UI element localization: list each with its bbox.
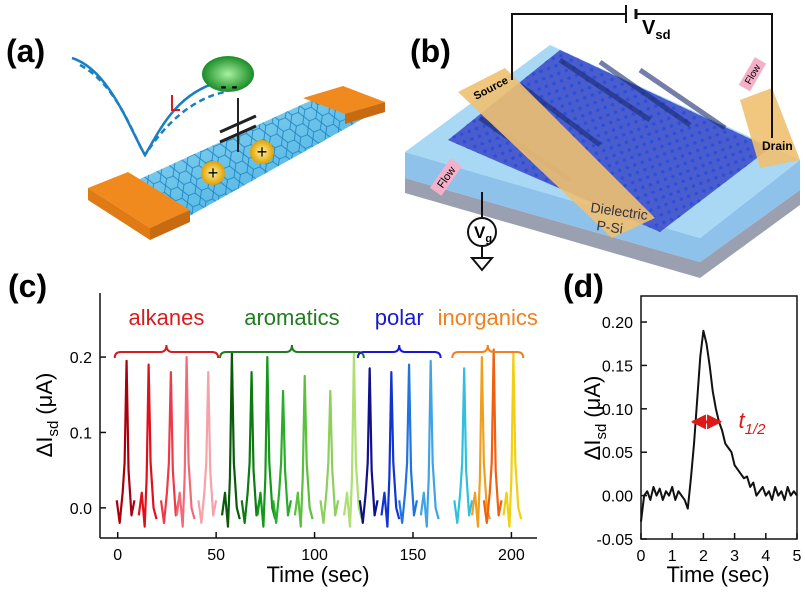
- annotation: t1/2: [739, 408, 767, 438]
- group-label: polar: [375, 305, 424, 330]
- x-axis-label: Time (sec): [266, 562, 369, 587]
- y-label-main: ΔI: [580, 440, 605, 461]
- group-bracket: [220, 345, 364, 358]
- y-label-sub: sd: [593, 424, 610, 440]
- data-line: [117, 361, 135, 523]
- data-line: [641, 331, 797, 522]
- charge-sign: +: [257, 142, 268, 162]
- vg-main: V: [474, 223, 486, 242]
- data-line: [177, 357, 195, 527]
- group-label: alkanes: [129, 305, 205, 330]
- data-line: [360, 368, 378, 523]
- data-line: [320, 391, 338, 523]
- y-axis-label: ΔIsd (μA): [32, 373, 62, 458]
- data-line: [139, 365, 157, 527]
- data-line: [242, 372, 260, 523]
- y-tick-label: 0.05: [602, 445, 633, 462]
- y-tick-label: 0.0: [70, 501, 92, 518]
- y-tick-label: 0.1: [70, 425, 92, 442]
- y-label-unit: (μA): [32, 373, 57, 415]
- illustration-a: (a) - - + +: [6, 33, 385, 240]
- data-line: [504, 353, 522, 526]
- y-tick-label: 0.2: [70, 350, 92, 367]
- x-tick-label: 150: [400, 547, 427, 564]
- y-label-sub: sd: [45, 421, 62, 437]
- x-tick-label: 200: [498, 547, 525, 564]
- charge-sign: +: [208, 163, 219, 183]
- y-tick-label: -0.05: [597, 532, 634, 549]
- panel-label: (c): [8, 268, 47, 304]
- data-line: [222, 353, 240, 526]
- data-line: [198, 372, 216, 523]
- vsd-sub: sd: [655, 27, 670, 42]
- data-line: [399, 365, 417, 523]
- y-label-main: ΔI: [32, 437, 57, 458]
- y-tick-label: 0.00: [602, 489, 633, 506]
- y-tick-label: 0.20: [602, 315, 633, 332]
- group-label: aromatics: [244, 305, 339, 330]
- data-line: [454, 368, 472, 523]
- vg-sub: g: [485, 233, 492, 245]
- y-tick-label: 0.10: [602, 402, 633, 419]
- plot-frame: [641, 296, 797, 539]
- illustration-b: (b) Source Drain Flow Flow Dielectric P-…: [405, 5, 800, 278]
- vsd-main: V: [642, 17, 656, 39]
- y-label-unit: (μA): [580, 376, 605, 418]
- drain-label: Drain: [762, 139, 793, 153]
- x-tick-label: 0: [113, 547, 122, 564]
- x-tick-label: 50: [207, 547, 225, 564]
- annotation-sub: 1/2: [745, 421, 767, 438]
- data-line: [421, 361, 439, 527]
- panel-label: (d): [563, 268, 604, 304]
- x-axis-label: Time (sec): [666, 562, 769, 587]
- data-line: [295, 376, 313, 527]
- data-line: [273, 391, 291, 523]
- group-bracket: [115, 345, 218, 358]
- molecule-charge: - -: [221, 76, 238, 96]
- group-bracket: [358, 345, 441, 358]
- x-tick-label: 5: [793, 548, 802, 565]
- ground: [472, 258, 492, 270]
- data-line: [161, 372, 179, 523]
- data-line: [472, 357, 490, 527]
- group-label: inorganics: [438, 305, 538, 330]
- dirac-curve: [72, 58, 218, 155]
- data-line: [381, 372, 399, 527]
- figure: (a) - - + + (b) Source Drain Flow: [0, 0, 805, 597]
- y-tick-label: 0.15: [602, 358, 633, 375]
- vsd-label: Vsd: [642, 17, 671, 42]
- panel-label: (b): [410, 33, 451, 69]
- panel-label: (a): [6, 33, 45, 69]
- x-tick-label: 0: [637, 548, 646, 565]
